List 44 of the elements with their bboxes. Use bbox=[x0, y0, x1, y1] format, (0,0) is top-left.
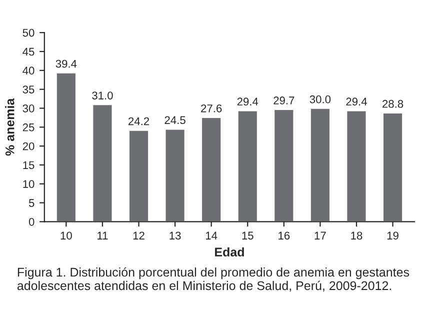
bar bbox=[382, 112, 404, 222]
y-tick-label: 40 bbox=[22, 66, 34, 75]
bar bbox=[128, 129, 150, 222]
x-tick-label: 13 bbox=[170, 232, 181, 240]
bar bbox=[236, 110, 258, 222]
y-tick-label: 0 bbox=[28, 218, 34, 226]
x-tick-label: 15 bbox=[242, 232, 254, 240]
bar bbox=[164, 128, 186, 222]
y-tick-label: 35 bbox=[22, 86, 34, 94]
data-label: 30.0 bbox=[310, 95, 331, 104]
data-label: 24.5 bbox=[164, 116, 186, 124]
x-tick-label: 17 bbox=[314, 232, 326, 240]
y-tick-label: 30 bbox=[22, 104, 34, 112]
bar bbox=[92, 104, 114, 222]
y-tick-label: 20 bbox=[22, 142, 34, 150]
x-tick-label: 14 bbox=[206, 232, 218, 240]
bar bbox=[56, 72, 77, 222]
data-label: 29.4 bbox=[346, 98, 367, 106]
data-label: 39.4 bbox=[56, 60, 77, 68]
y-tick-label: 5 bbox=[28, 199, 34, 207]
y-tick-label: 50 bbox=[22, 28, 34, 37]
x-tick-label: 16 bbox=[278, 232, 290, 240]
bar bbox=[346, 110, 368, 222]
data-label: 24.2 bbox=[128, 117, 150, 126]
y-tick-label: 25 bbox=[22, 123, 34, 132]
bar bbox=[200, 116, 222, 222]
x-tick-label: 18 bbox=[351, 232, 362, 240]
y-tick-label: 45 bbox=[22, 48, 34, 56]
x-tick-label: 19 bbox=[387, 232, 398, 240]
text: Figura 1. Distribución porcentual del promedio de anemia en gestantes adolescentes atendidas en el Ministerio de Salud, Perú, 2009-2012. bbox=[17, 267, 410, 292]
data-label: 29.7 bbox=[274, 96, 294, 104]
x-tick-label: 11 bbox=[98, 232, 108, 240]
data-label: 31.0 bbox=[92, 92, 113, 100]
data-label: 29.4 bbox=[237, 98, 258, 106]
bar bbox=[273, 108, 295, 222]
bar bbox=[310, 108, 331, 222]
x-axis-title: Edad bbox=[215, 247, 244, 256]
y-tick-label: 15 bbox=[23, 161, 34, 170]
y-tick-label: 10 bbox=[23, 180, 34, 188]
data-label: 28.8 bbox=[382, 100, 404, 108]
data-label: 27.6 bbox=[201, 104, 222, 112]
x-tick-label: 12 bbox=[133, 232, 144, 240]
y-axis-title: % anemia bbox=[5, 98, 14, 156]
x-tick-label: 10 bbox=[60, 232, 72, 240]
